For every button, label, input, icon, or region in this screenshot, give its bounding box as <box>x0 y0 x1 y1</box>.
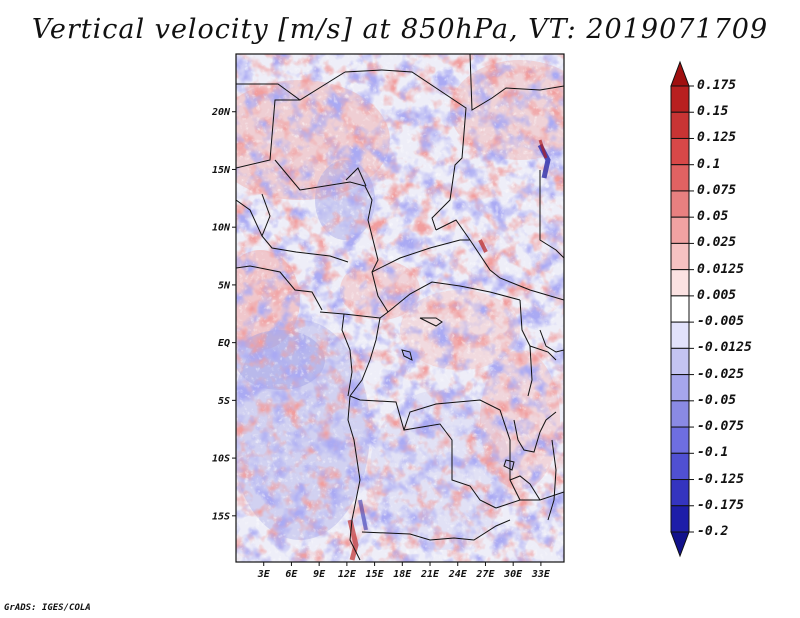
lon-tick-label: 3E <box>257 569 271 580</box>
latitude-axis: 20N 15N 10N 5N EQ 5S 10S 15S <box>211 107 236 522</box>
colorbar-level-label: 0.125 <box>697 130 737 146</box>
colorbar-level-label: -0.025 <box>697 366 744 382</box>
lon-tick-label: 21E <box>420 569 440 580</box>
lat-tick-label: 15S <box>212 511 230 522</box>
colorbar-level-label: -0.175 <box>697 497 744 513</box>
lat-tick-label: EQ <box>218 338 230 349</box>
lat-tick-label: 10S <box>212 454 230 465</box>
colorbar-level-label: 0.175 <box>697 78 737 93</box>
lon-tick-label: 9E <box>313 569 326 580</box>
lat-tick-label: 5N <box>218 280 231 291</box>
lat-tick-label: 20N <box>211 107 231 118</box>
lon-tick-label: 30E <box>503 569 523 580</box>
velocity-field <box>236 54 564 562</box>
lon-tick-label: 6E <box>285 569 298 580</box>
lon-tick-label: 33E <box>531 569 551 580</box>
colorbar-level-label: -0.05 <box>697 392 737 408</box>
colorbar-level-label: -0.125 <box>697 471 744 487</box>
lon-tick-label: 18E <box>393 569 412 580</box>
colorbar-level-label: 0.1 <box>697 156 721 172</box>
lon-tick-label: 12E <box>338 569 357 580</box>
colorbar-level-label: 0.05 <box>697 209 729 225</box>
lon-tick-label: 24E <box>448 569 468 580</box>
longitude-axis: 3E 6E 9E 12E 15E 18E 21E 24E 27E 30E 33E <box>257 562 551 580</box>
country-borders <box>236 54 564 561</box>
colorbar-level-label: 0.075 <box>697 182 737 198</box>
lat-tick-label: 5S <box>218 396 230 407</box>
colorbar-level-label: 0.0125 <box>697 261 744 277</box>
lon-tick-label: 15E <box>366 569 385 580</box>
colorbar-level-label: -0.075 <box>697 419 744 435</box>
colorbar-level-label: -0.1 <box>697 445 729 461</box>
map-frame <box>235 53 565 563</box>
colorbar-level-label: 0.15 <box>697 104 729 120</box>
lat-tick-label: 10N <box>212 223 231 234</box>
lat-tick-label: 15N <box>212 165 231 176</box>
colorbar-level-label: -0.005 <box>697 314 744 330</box>
lon-tick-label: 27E <box>475 569 495 580</box>
map-title: Vertical velocity [m/s] at 850hPa, VT: 2… <box>31 14 769 45</box>
colorbar-level-label: 0.025 <box>697 235 737 251</box>
grads-credit: GrADS: IGES/COLA <box>4 603 91 613</box>
colorbar-level-label: -0.0125 <box>697 340 752 356</box>
colorbar-level-label: 0.005 <box>697 287 737 303</box>
colorbar-level-label: -0.2 <box>697 524 729 539</box>
